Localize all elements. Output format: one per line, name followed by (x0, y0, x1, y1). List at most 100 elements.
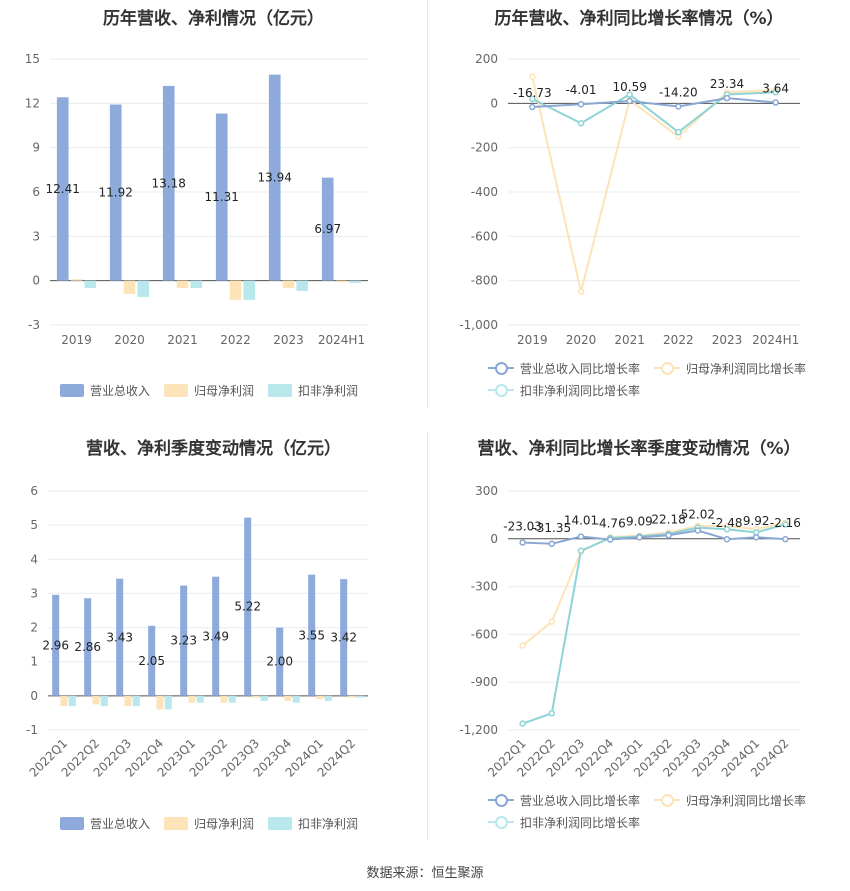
point-1 (636, 534, 643, 541)
legend-item-parent-growth[interactable]: 归母净利润同比增长率 (654, 357, 806, 379)
data-label: 14.01 (564, 514, 598, 528)
point-3 (577, 547, 585, 554)
legend-item-revenue-growth[interactable]: 营业总收入同比增长率 (488, 357, 640, 379)
point-1 (519, 539, 526, 546)
y-tick-label: 300 (475, 484, 498, 498)
bar-2 (92, 695, 100, 705)
point-1 (782, 535, 789, 543)
series-line-2 (521, 521, 786, 647)
data-source-note: 数据来源：恒生聚源 (366, 866, 484, 881)
bar-2 (156, 695, 164, 710)
data-label: -2.48 (711, 516, 742, 530)
point-2 (529, 73, 536, 80)
chart-title: 营收、净利同比增长率季度变动情况（%） (477, 439, 801, 459)
data-label: 11.31 (205, 190, 239, 204)
legend-item-deducted-profit[interactable]: 扣非净利润 (268, 379, 358, 401)
x-tick-label: 2022 (663, 333, 694, 347)
bar-2 (252, 695, 260, 698)
bar-2 (220, 695, 228, 703)
data-label: 3.64 (762, 82, 789, 96)
legend: 营业总收入 归母净利润 扣非净利润 (60, 812, 372, 834)
legend-label: 扣非净利润 (298, 383, 359, 398)
quarterly-bar-chart: 6 5 4 3 2 1 0 -1 2.96 2.86 3.43 2.05 3.23 3.49 5.22 2.0… (26, 484, 368, 780)
legend-item-deducted-growth[interactable]: 扣非净利润同比增长率 (488, 811, 640, 833)
point-1 (577, 100, 585, 108)
y-tick-label: -3 (28, 318, 40, 332)
data-label: 52.02 (681, 508, 715, 522)
legend-label: 营业总收入同比增长率 (520, 361, 641, 376)
series-line-1 (522, 529, 786, 545)
y-tick-label: -1,200 (459, 723, 498, 737)
bar-1 (244, 517, 252, 696)
bar-1 (268, 74, 281, 281)
y-tick-label: -600 (471, 229, 498, 243)
data-label: 9.09 (626, 514, 653, 528)
divider (427, 0, 428, 408)
data-label: -2.16 (770, 516, 801, 530)
data-label: 2.05 (138, 654, 165, 668)
legend: 营业总收入同比增长率 归母净利润同比增长率 扣非净利润同比增长率 (488, 789, 848, 833)
data-label: 3.49 (202, 629, 229, 643)
point-1 (577, 533, 585, 540)
data-label: 9.92 (743, 514, 770, 528)
legend-swatch (60, 816, 84, 830)
legend-swatch (488, 383, 514, 397)
bar-3 (84, 280, 97, 289)
y-tick-label: 6 (32, 185, 40, 199)
data-label: 12.41 (46, 182, 80, 196)
annual-growth-chart: 200 0 -200 -400 -600 -800 -1,000 -16.73 -4.01 10.… (459, 52, 800, 347)
y-tick-label: 3 (30, 586, 38, 600)
point-3 (519, 720, 526, 727)
y-tick-label: 200 (475, 52, 498, 66)
point-3 (675, 128, 682, 136)
bar-1 (212, 576, 220, 696)
data-label: 22.18 (651, 512, 685, 526)
data-label: 2.00 (266, 655, 293, 669)
legend-swatch (488, 815, 514, 829)
legend-item-revenue[interactable]: 营业总收入 (60, 812, 150, 834)
bar-3 (292, 695, 300, 703)
bar-1 (340, 579, 348, 696)
legend-item-deducted-profit[interactable]: 扣非净利润 (268, 812, 358, 834)
legend-item-revenue[interactable]: 营业总收入 (60, 379, 150, 401)
y-tick-label: -800 (471, 274, 498, 288)
y-tick-label: -200 (471, 141, 498, 155)
quarterly-growth-panel: 营收、净利同比增长率季度变动情况（%） 300 0 -300 -600 -900 -1,2… (428, 425, 850, 845)
data-label: -4.01 (565, 83, 596, 97)
bar-1 (180, 585, 188, 696)
legend-swatch (488, 361, 514, 375)
legend-label: 归母净利润同比增长率 (686, 361, 807, 376)
bar-3 (164, 695, 172, 710)
y-tick-label: 0 (490, 532, 498, 546)
legend-swatch (268, 816, 293, 830)
y-tick-label: 3 (32, 229, 40, 243)
bar-1 (109, 104, 122, 281)
bar-3 (243, 280, 256, 300)
point-1 (675, 103, 682, 110)
point-2 (519, 642, 526, 649)
series-line-1 (532, 97, 776, 109)
bar-2 (316, 695, 324, 700)
y-tick-label: -300 (471, 580, 498, 594)
legend-label: 营业总收入同比增长率 (520, 793, 641, 808)
y-tick-label: 4 (30, 552, 38, 566)
legend-swatch (654, 361, 681, 375)
data-label: 3.23 (170, 634, 197, 648)
legend-label: 营业总收入 (90, 816, 151, 831)
legend-swatch (164, 383, 189, 397)
bar-2 (348, 695, 356, 698)
data-label: 6.97 (314, 222, 341, 236)
legend-item-parent-profit[interactable]: 归母净利润 (164, 379, 254, 401)
legend-item-deducted-growth[interactable]: 扣非净利润同比增长率 (488, 379, 640, 401)
bar-3 (228, 695, 236, 703)
x-tick-label: 2019 (61, 333, 92, 347)
legend-swatch (488, 793, 514, 807)
legend-item-parent-growth[interactable]: 归母净利润同比增长率 (654, 789, 806, 811)
bar-2 (176, 280, 189, 289)
bar-3 (349, 280, 362, 283)
series-line-3 (522, 523, 786, 725)
legend-item-parent-profit[interactable]: 归母净利润 (164, 812, 254, 834)
bar-2 (124, 695, 132, 707)
legend-item-revenue-growth[interactable]: 营业总收入同比增长率 (488, 789, 640, 811)
bar-2 (123, 280, 136, 294)
